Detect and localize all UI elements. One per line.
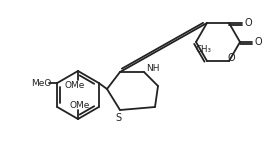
Text: O: O	[254, 37, 262, 47]
Text: OMe: OMe	[65, 80, 85, 90]
Text: O: O	[227, 53, 235, 63]
Text: S: S	[115, 113, 121, 123]
Text: CH₃: CH₃	[196, 45, 212, 54]
Text: NH: NH	[146, 63, 160, 72]
Text: MeO: MeO	[31, 79, 51, 87]
Text: O: O	[244, 18, 252, 28]
Text: OMe: OMe	[70, 100, 90, 109]
